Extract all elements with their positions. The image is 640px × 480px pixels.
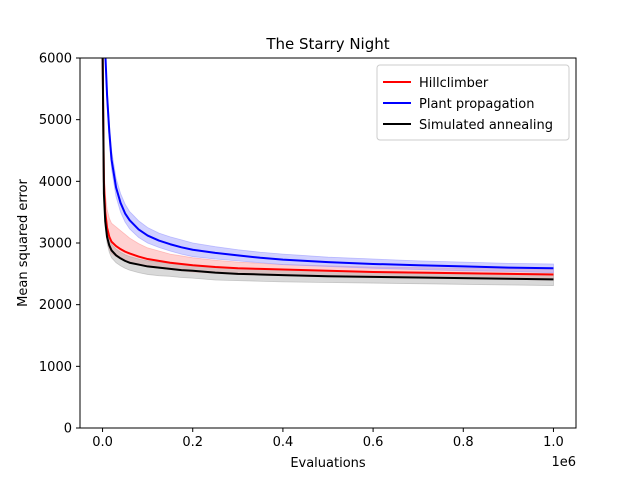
y-tick-label: 2000 bbox=[39, 298, 72, 313]
x-tick-label: 0.8 bbox=[453, 435, 474, 450]
line-hillclimber bbox=[101, 58, 554, 276]
legend: Hillclimber Plant propagation Simulated an… bbox=[376, 64, 570, 141]
x-tick-label: 0.2 bbox=[182, 435, 203, 450]
x-tick-label: 0.4 bbox=[273, 435, 294, 450]
y-axis-label: Mean squared error bbox=[16, 179, 31, 307]
y-axis: 0 1000 2000 3000 4000 5000 6000 bbox=[39, 52, 80, 437]
x-tick-label: 0.6 bbox=[363, 435, 384, 450]
x-axis: 0.0 0.2 0.4 0.6 0.8 1.0 bbox=[92, 428, 564, 450]
x-axis-label: Evaluations bbox=[290, 456, 366, 471]
x-tick-label: 1.0 bbox=[543, 435, 564, 450]
legend-label: Hillclimber bbox=[419, 76, 489, 91]
legend-box bbox=[376, 64, 570, 141]
x-axis-offset-label: 1e6 bbox=[551, 455, 576, 470]
y-tick-label: 3000 bbox=[39, 237, 72, 252]
y-tick-label: 5000 bbox=[39, 113, 72, 128]
x-tick-label: 0.0 bbox=[92, 435, 113, 450]
band-plant-propagation bbox=[105, 58, 554, 274]
y-tick-label: 0 bbox=[64, 422, 72, 437]
series-lines bbox=[101, 58, 554, 281]
y-tick-label: 1000 bbox=[39, 360, 72, 375]
chart-title: The Starry Night bbox=[265, 35, 389, 53]
y-tick-label: 4000 bbox=[39, 175, 72, 190]
band-simulated-annealing bbox=[102, 58, 554, 286]
legend-label: Simulated annealing bbox=[419, 118, 553, 133]
line-plant-propagation bbox=[104, 58, 554, 270]
legend-label: Plant propagation bbox=[419, 97, 535, 112]
y-tick-label: 6000 bbox=[39, 52, 72, 67]
line-simulated-annealing bbox=[101, 58, 554, 281]
